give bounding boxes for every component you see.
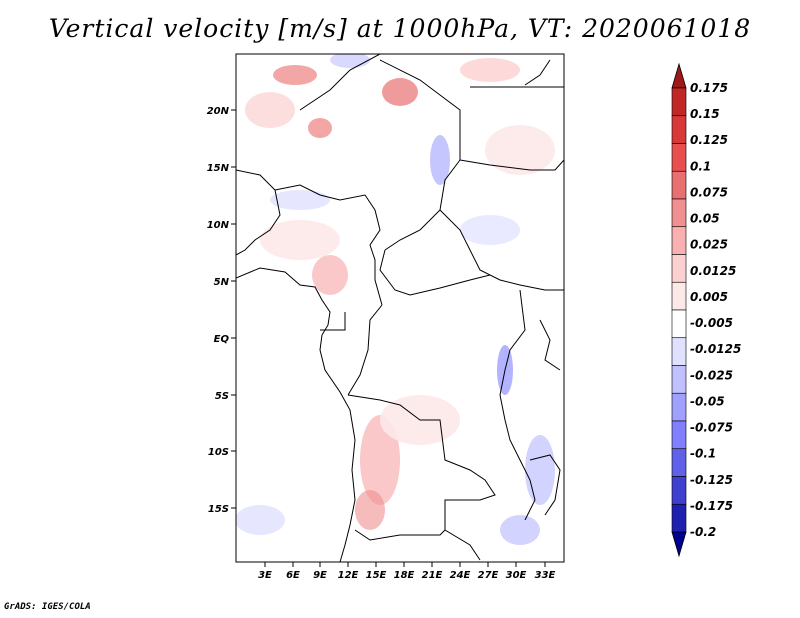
lon-tick-label: 12E [338, 570, 359, 581]
colorbar: 0.175 0.15 0.125 0.1 0.075 0.05 0.025 0.0125 0.0… [671, 62, 741, 558]
colorbar-level-label: 0.125 [690, 133, 728, 147]
colorbar-swatch [671, 337, 687, 366]
colorbar-swatch [671, 198, 687, 228]
lon-tick-label: 33E [535, 570, 556, 581]
lat-tick-label: 15N [207, 163, 230, 174]
grads-credit: GrADS: IGES/COLA [4, 602, 91, 612]
colorbar-swatch [671, 365, 687, 394]
latitude-axis: 20N 15N 10N 5N EQ 5S 10S 15S [207, 106, 236, 515]
colorbar-swatch [671, 281, 687, 311]
colorbar-swatch [671, 254, 687, 283]
colorbar-level-label: 0.175 [690, 81, 728, 95]
colorbar-level-label: -0.175 [690, 499, 733, 513]
colorbar-level-label: -0.1 [690, 447, 716, 461]
colorbar-level-label: -0.0125 [690, 342, 741, 356]
colorbar-swatch [671, 226, 687, 255]
lat-tick-label: 5N [214, 277, 230, 288]
lat-tick-label: 10N [207, 220, 230, 231]
colorbar-swatch [671, 503, 687, 533]
colorbar-level-label: 0.025 [690, 238, 728, 252]
colorbar-level-label: -0.025 [690, 368, 733, 382]
lon-tick-label: 18E [394, 570, 415, 581]
country-borders [236, 54, 564, 562]
colorbar-level-label: 0.05 [690, 212, 720, 226]
colorbar-level-label: 0.075 [690, 185, 728, 199]
colorbar-level-label: 0.005 [690, 290, 728, 304]
lon-tick-label: 9E [313, 570, 327, 581]
lat-tick-label: 20N [207, 106, 230, 117]
lon-tick-label: 15E [366, 570, 387, 581]
lon-tick-label: 3E [258, 570, 272, 581]
colorbar-level-label: -0.2 [690, 525, 716, 539]
lon-tick-label: 21E [422, 570, 443, 581]
map-frame [235, 53, 565, 563]
colorbar-swatch [671, 143, 687, 172]
colorbar-bottom-arrow [671, 531, 687, 558]
colorbar-level-label: 0.0125 [690, 264, 736, 278]
colorbar-level-label: 0.1 [690, 159, 711, 173]
velocity-field [236, 54, 555, 545]
colorbar-swatch [671, 170, 687, 200]
lon-tick-label: 30E [506, 570, 527, 581]
colorbar-swatch [671, 448, 687, 477]
colorbar-swatch [671, 476, 687, 505]
lon-tick-label: 24E [450, 570, 471, 581]
colorbar-swatch [671, 115, 687, 144]
lat-tick-label: 5S [215, 391, 229, 402]
colorbar-level-label: 0.15 [690, 107, 720, 121]
colorbar-swatch [671, 87, 687, 117]
lon-tick-label: 6E [286, 570, 300, 581]
lat-tick-label: 10S [208, 447, 229, 458]
colorbar-swatch [671, 309, 687, 339]
lat-tick-label: 15S [208, 504, 229, 515]
longitude-axis: 3E 6E 9E 12E 15E 18E 21E 24E 27E 30E 33E [258, 562, 556, 581]
colorbar-level-label: -0.005 [690, 316, 733, 330]
lon-tick-label: 27E [478, 570, 499, 581]
colorbar-swatch [671, 420, 687, 450]
colorbar-top-arrow [671, 62, 687, 89]
colorbar-swatch [671, 392, 687, 422]
map-title: Vertical velocity [m/s] at 1000hPa, VT: … [48, 14, 752, 43]
lat-tick-label: EQ [214, 334, 230, 345]
colorbar-level-label: -0.05 [690, 394, 725, 408]
colorbar-level-label: -0.125 [690, 473, 733, 487]
colorbar-level-label: -0.075 [690, 421, 733, 435]
